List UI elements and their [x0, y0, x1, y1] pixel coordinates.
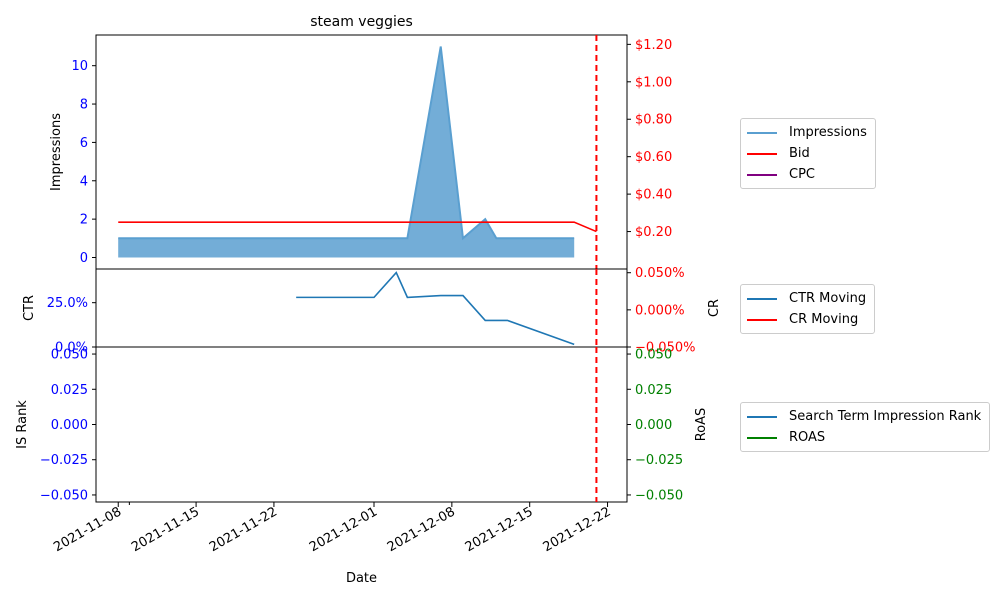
legend-is-rank-panel: Search Term Impression Rank ROAS	[740, 402, 991, 452]
left-tick-label: 10	[71, 59, 88, 74]
series-line-bid	[118, 221, 597, 233]
left-tick-label: 8	[80, 98, 88, 113]
left-tick-label: 0.0%	[55, 341, 88, 356]
chart-title: steam veggies	[310, 14, 413, 30]
x-axis-label: Date	[346, 571, 377, 586]
y-axis-label-left: IS Rank	[15, 400, 30, 449]
legend-swatch	[747, 415, 777, 418]
legend-entry: ROAS	[747, 427, 981, 448]
y-axis-label-right: RoAS	[694, 408, 709, 442]
legend-swatch	[747, 152, 777, 155]
series-area-impressions	[118, 46, 575, 258]
left-tick-label: 0.000	[51, 418, 88, 433]
legend-entry: Bid	[747, 143, 867, 164]
y-axis-label-left: CTR	[22, 295, 37, 321]
legend-label: ROAS	[789, 430, 826, 445]
x-tick-label: 2021-12-22	[541, 504, 614, 555]
right-tick-label: 0.000%	[635, 303, 685, 318]
legend-entry: CTR Moving	[747, 288, 866, 309]
legend-label: Impressions	[789, 125, 867, 140]
legend-label: CPC	[789, 167, 815, 182]
y-axis-label-right: CR	[707, 299, 722, 317]
legend-label: Search Term Impression Rank	[789, 409, 982, 424]
left-tick-label: 4	[80, 174, 88, 189]
left-tick-label: −0.050	[40, 488, 88, 503]
right-tick-label: $1.20	[635, 38, 672, 53]
legend-label: CR Moving	[789, 312, 859, 327]
legend-swatch	[747, 436, 777, 439]
right-tick-label: −0.025	[635, 453, 683, 468]
left-tick-label: 6	[80, 136, 88, 151]
x-tick-label: 2021-12-08	[385, 504, 458, 555]
legend-entry: Impressions	[747, 122, 867, 143]
legend-entry: CPC	[747, 164, 867, 185]
x-tick-label: 2021-11-15	[129, 504, 202, 555]
x-tick-label: 2021-11-08	[51, 504, 124, 555]
y-axis-label-left: Impressions	[49, 113, 64, 191]
left-tick-label: 25.0%	[47, 296, 88, 311]
right-tick-label: −0.050	[635, 488, 683, 503]
legend-swatch	[747, 173, 777, 176]
series-line-impressions	[118, 46, 575, 241]
left-tick-label: 0.025	[51, 383, 88, 398]
legend-swatch	[747, 318, 777, 321]
right-tick-label: $0.40	[635, 188, 672, 203]
left-tick-label: 2	[80, 213, 88, 228]
series-line-ctr-moving	[296, 271, 575, 346]
panel-frame-is-rank-panel	[95, 346, 628, 503]
panel-frame-impressions-panel	[95, 34, 628, 270]
left-tick-label: 0	[80, 251, 88, 266]
x-tick-label: 2021-12-01	[307, 504, 380, 555]
legend-label: Bid	[789, 146, 810, 161]
legend-swatch	[747, 297, 777, 300]
legend-swatch	[747, 131, 777, 134]
legend-entry: CR Moving	[747, 309, 866, 330]
legend-impressions-panel: Impressions Bid CPC	[740, 118, 876, 189]
right-tick-label: 0.025	[635, 383, 672, 398]
legend-entry: Search Term Impression Rank	[747, 406, 981, 427]
right-tick-label: −0.050%	[635, 341, 695, 356]
legend-ctr-panel: CTR Moving CR Moving	[740, 284, 876, 334]
left-tick-label: 0.050	[51, 348, 88, 363]
right-tick-label: $0.80	[635, 113, 672, 128]
right-tick-label: $0.20	[635, 225, 672, 240]
right-tick-label: $1.00	[635, 75, 672, 90]
left-tick-label: −0.025	[40, 453, 88, 468]
right-tick-label: 0.050%	[635, 266, 685, 281]
right-tick-label: $0.60	[635, 150, 672, 165]
right-tick-label: 0.050	[635, 348, 672, 363]
legend-label: CTR Moving	[789, 291, 867, 306]
right-tick-label: 0.000	[635, 418, 672, 433]
x-tick-label: 2021-12-15	[463, 504, 536, 555]
x-tick-label: 2021-11-22	[207, 504, 280, 555]
